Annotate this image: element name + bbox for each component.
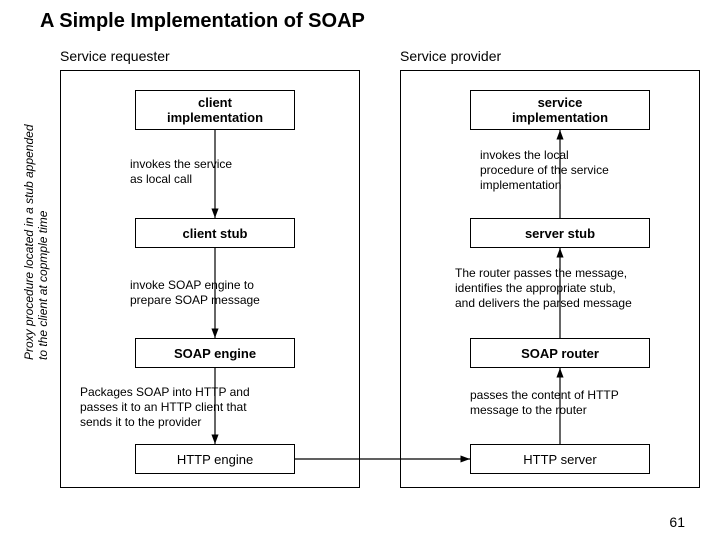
proxy-note-line1: Proxy procedure located in a stub append…: [22, 125, 36, 361]
caption-invokes-local-call: invokes the serviceas local call: [130, 157, 300, 187]
caption-router-passes: The router passes the message,identifies…: [455, 266, 695, 311]
caption-passes-http: passes the content of HTTPmessage to the…: [470, 388, 680, 418]
caption-invoke-soap-engine: invoke SOAP engine toprepare SOAP messag…: [130, 278, 310, 308]
node-http-engine: HTTP engine: [135, 444, 295, 474]
node-service-impl: serviceimplementation: [470, 90, 650, 130]
requester-label: Service requester: [60, 48, 170, 64]
caption-invokes-local-procedure: invokes the localprocedure of the servic…: [480, 148, 680, 193]
node-soap-router: SOAP router: [470, 338, 650, 368]
page-number: 61: [669, 514, 685, 530]
node-client-impl: clientimplementation: [135, 90, 295, 130]
page-title: A Simple Implementation of SOAP: [40, 10, 365, 33]
node-http-server: HTTP server: [470, 444, 650, 474]
provider-label: Service provider: [400, 48, 501, 64]
caption-packages-soap: Packages SOAP into HTTP andpasses it to …: [80, 385, 310, 430]
node-soap-engine: SOAP engine: [135, 338, 295, 368]
node-server-stub: server stub: [470, 218, 650, 248]
proxy-note-line2: to the client at copmple time: [36, 211, 50, 360]
node-client-stub: client stub: [135, 218, 295, 248]
